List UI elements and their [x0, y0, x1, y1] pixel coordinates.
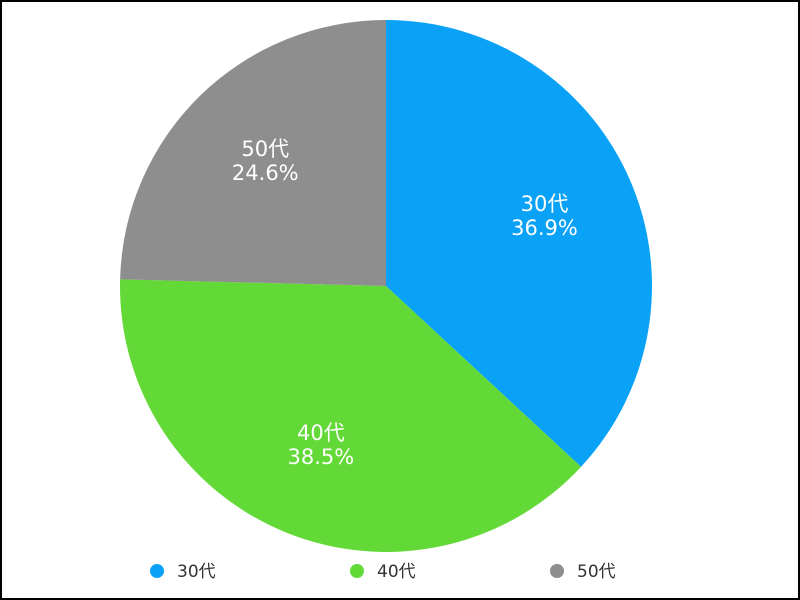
legend-label: 30代 [177, 562, 216, 582]
slice-category-label: 50代 [241, 137, 289, 161]
pie-slice [120, 20, 386, 286]
pie-slice [386, 20, 653, 467]
legend-marker [150, 564, 164, 578]
legend-label: 40代 [377, 562, 416, 582]
legend-marker [350, 564, 364, 578]
slice-value-label: 36.9% [511, 216, 578, 240]
slice-category-label: 40代 [297, 421, 345, 445]
slice-category-label: 30代 [521, 192, 569, 216]
legend-label: 50代 [577, 562, 616, 582]
slice-value-label: 38.5% [287, 445, 354, 469]
pie-slice [120, 279, 582, 552]
slice-value-label: 24.6% [232, 161, 299, 185]
legend-marker [550, 564, 564, 578]
